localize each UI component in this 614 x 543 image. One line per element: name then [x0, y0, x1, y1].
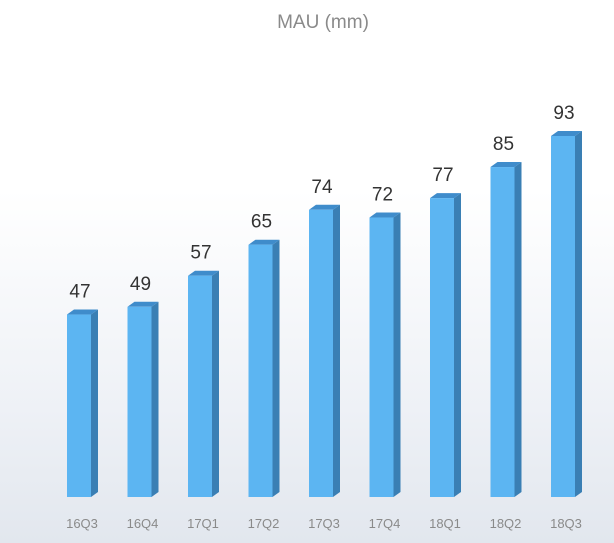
data-label: 72 — [372, 185, 393, 206]
x-tick-label: 17Q1 — [187, 516, 219, 531]
bar-top — [490, 162, 522, 168]
x-tick-label: 18Q1 — [429, 516, 461, 531]
bar-top — [188, 270, 219, 276]
chart-title: MAU (mm) — [277, 12, 369, 33]
bar-side — [393, 212, 401, 498]
bar — [67, 314, 91, 497]
bar — [188, 275, 212, 497]
data-label: 57 — [190, 243, 211, 264]
bar-side — [91, 309, 98, 497]
bar-top — [248, 239, 280, 245]
bar — [127, 306, 152, 497]
bar-top — [369, 212, 401, 218]
bar — [490, 167, 515, 497]
bar-top — [551, 131, 582, 136]
data-label: 65 — [251, 212, 272, 233]
bar — [551, 136, 575, 497]
bar — [369, 217, 394, 498]
data-label: 49 — [130, 274, 151, 295]
bar-side — [454, 193, 461, 497]
bar-top — [430, 193, 461, 199]
bar — [248, 244, 273, 497]
bar — [430, 198, 454, 497]
bar — [309, 209, 333, 497]
x-tick-label: 17Q2 — [248, 516, 280, 531]
bar-side — [212, 270, 219, 497]
data-label: 74 — [311, 177, 333, 198]
x-tick-label: 18Q2 — [490, 516, 522, 531]
bar-top — [67, 309, 98, 315]
bar-top — [127, 301, 159, 307]
x-tick-label: 16Q4 — [127, 516, 159, 531]
x-tick-label: 16Q3 — [66, 516, 98, 531]
data-label: 85 — [493, 134, 514, 155]
bar-side — [333, 204, 340, 497]
x-tick-label: 17Q3 — [308, 516, 340, 531]
bar-side — [272, 239, 280, 497]
x-tick-label: 17Q4 — [369, 516, 401, 531]
data-label: 47 — [69, 282, 90, 303]
x-tick-label: 18Q3 — [550, 516, 582, 531]
bar-side — [151, 301, 159, 497]
data-label: 93 — [553, 103, 574, 124]
bar-top — [309, 204, 340, 210]
bar-side — [514, 162, 522, 497]
data-label: 77 — [432, 165, 453, 186]
bar-side — [575, 131, 582, 497]
